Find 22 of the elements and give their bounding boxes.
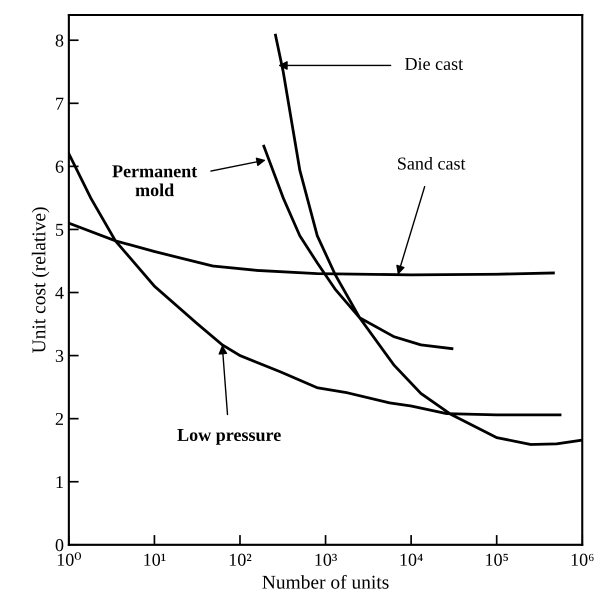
y-tick-label: 2 <box>56 412 63 425</box>
x-axis-title: Number of units <box>262 574 389 589</box>
y-tick-label: 4 <box>55 286 64 299</box>
x-tick-label: 10¹ <box>144 554 166 566</box>
x-tick-label: 10⁶ <box>572 554 594 566</box>
y-axis-title: Unit cost (relative) <box>32 207 50 353</box>
annotation: Die cast <box>404 58 464 70</box>
annotation: Permanent mold <box>112 165 198 196</box>
annotation: Low pressure <box>177 429 281 445</box>
y-tick-label: 3 <box>56 350 64 362</box>
y-tick-label: 5 <box>56 224 64 236</box>
x-tick-label: 10⁵ <box>486 554 508 566</box>
annotation: Sand cast <box>398 156 466 170</box>
x-tick-label: 10⁴ <box>400 554 423 566</box>
x-tick-label: 10⁰ <box>58 552 82 566</box>
y-tick-label: 7 <box>56 98 64 110</box>
y-tick-label: 0 <box>56 539 64 552</box>
y-tick-label: 8 <box>56 34 64 47</box>
x-tick-label: 10² <box>230 554 252 566</box>
y-tick-label: 6 <box>56 160 64 173</box>
x-tick-label: 10³ <box>315 554 337 566</box>
y-tick-label: 1 <box>56 476 63 488</box>
